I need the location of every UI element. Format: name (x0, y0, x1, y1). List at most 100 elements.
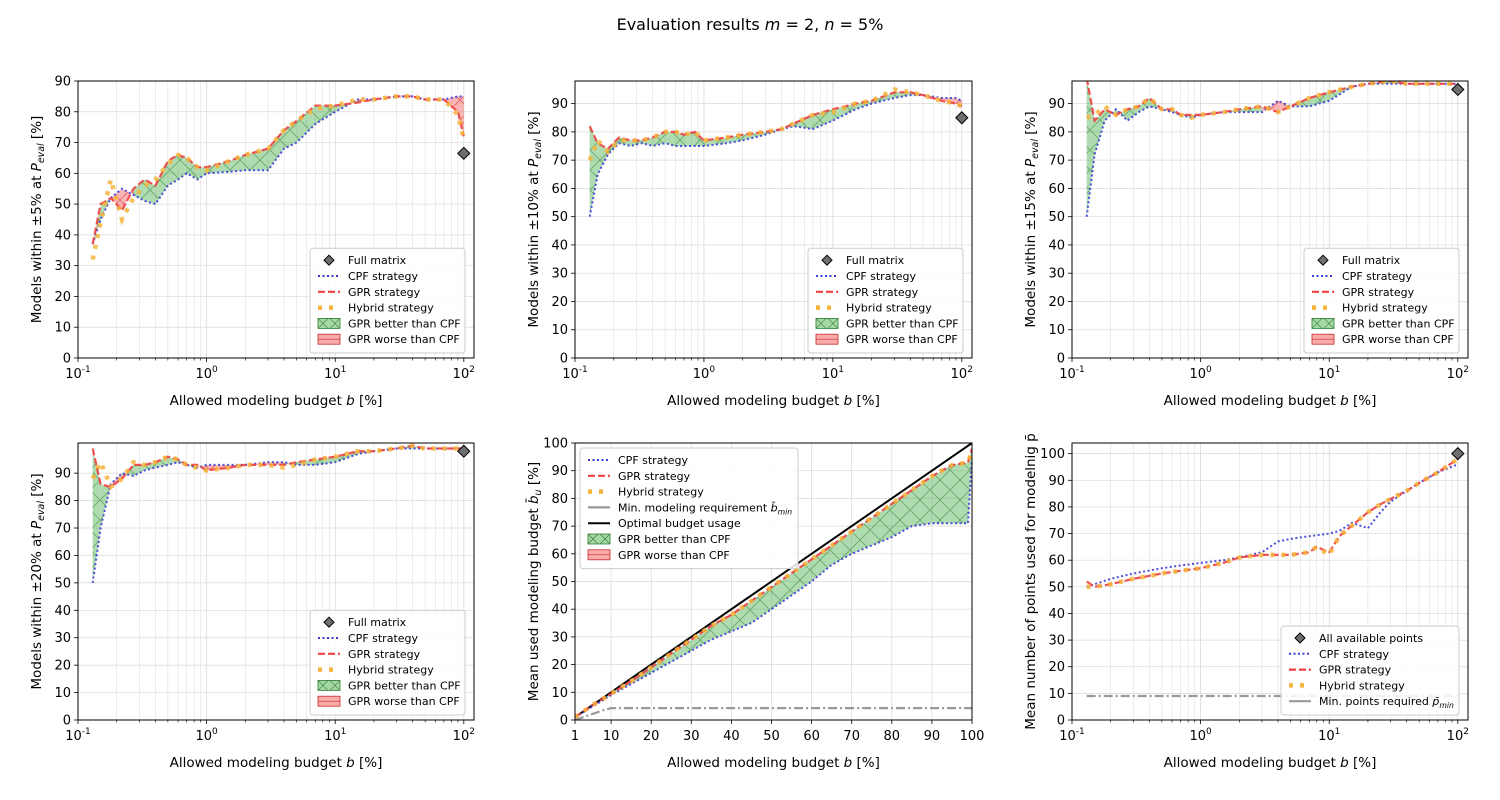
legend-item: GPR strategy (588, 470, 691, 483)
y-tick-label: 90 (551, 464, 568, 479)
x-tick-label: 90 (924, 729, 941, 744)
y-tick-label: 50 (551, 575, 568, 590)
gpr-better-hatch (178, 154, 187, 180)
x-tick-label: 10-1 (65, 365, 91, 382)
legend-item: CPF strategy (318, 270, 419, 283)
y-axis: 0 10 20 30 40 50 60 70 80 90 100 (1040, 447, 1072, 729)
gpr-worse-hatch (1278, 100, 1291, 113)
gpr-better-hatch (831, 531, 852, 565)
full-matrix-marker (1451, 82, 1465, 97)
plot-area (1085, 81, 1458, 217)
y-axis-label: Models within ±15% at Peval [%] (1023, 111, 1041, 327)
legend-box (1280, 625, 1460, 716)
x-tick-label: 100 (195, 727, 218, 744)
y-axis-label: Mean number of points used for modelnig … (1023, 433, 1039, 730)
legend: Full matrix CPF strategy GPR strategy Hybri… (309, 247, 466, 354)
legend-label: GPR strategy (618, 470, 691, 483)
legend-label: CPF strategy (1319, 648, 1390, 661)
hybrid-line (1086, 457, 1460, 590)
legend-label: Min. points required p̄min (1319, 695, 1454, 710)
legend-label: GPR better than CPF (1342, 317, 1455, 330)
axes-frame (1071, 442, 1469, 721)
gpr-better-hatch (651, 653, 672, 673)
gpr-better-hatch (1104, 109, 1117, 121)
figure-title-text: Evaluation results m = 2, n = 5% (616, 15, 884, 34)
x-tick-label: 60 (803, 729, 820, 744)
x-axis-label: Allowed modeling budget b [%] (1164, 393, 1377, 409)
x-axis: 10-1 100 101 102 (65, 358, 475, 382)
legend-marker-full-matrix (323, 616, 335, 628)
x-axis: 1 10 20 30 40 50 60 70 80 90 100 (571, 720, 984, 744)
legend-label: GPR worse than CPF (846, 333, 958, 346)
x-axis: 10-1 100 101 102 (562, 358, 973, 382)
legend-label: CPF strategy (846, 270, 917, 283)
legend-item: Full matrix (1317, 254, 1401, 267)
legend-marker-full-matrix (1317, 254, 1329, 266)
legend-item: GPR strategy (1312, 286, 1415, 299)
y-tick-label: 40 (1048, 238, 1065, 253)
full-matrix-marker (955, 111, 969, 125)
chart-2: 10-1 100 101 1020102030405060708090Allowed … (526, 80, 973, 409)
y-tick-label: 90 (1048, 97, 1065, 112)
legend-item: GPR better than CPF (587, 533, 731, 546)
figure-title: Evaluation results m = 2, n = 5% (0, 15, 1500, 34)
x-tick-label: 10-1 (1059, 365, 1085, 382)
legend: All available points CPF strategy GPR stra… (1280, 625, 1460, 716)
y-tick-label: 30 (54, 259, 71, 274)
legend-patch-better (317, 317, 341, 329)
gpr-better-hatch (296, 105, 316, 143)
y-tick-label: 80 (54, 494, 71, 509)
legend-patch-better-hatch (1311, 318, 1335, 329)
grid (1071, 81, 1468, 359)
y-tick-label: 30 (54, 631, 71, 646)
gpr-better-hatch (851, 517, 872, 554)
gpr-line (1086, 458, 1459, 588)
x-tick-label: 50 (763, 729, 780, 744)
legend-item: Full matrix (323, 254, 407, 267)
fill-regions (1086, 81, 1407, 217)
gpr-better-hatch (597, 143, 608, 175)
chart-4: 10-1 100 101 1020102030405060708090Allowed … (29, 442, 475, 771)
gpr-better-hatch (751, 587, 772, 624)
x-axis: 10-1 100 101 102 (1059, 720, 1469, 744)
y-tick-label: 60 (551, 182, 568, 197)
y-axis-label: Mean used modeling budget b̄u [%] (525, 462, 544, 701)
y-tick-label: 30 (551, 267, 568, 282)
legend-box (1303, 247, 1460, 354)
plot-area (587, 87, 963, 217)
x-axis: 10-1 100 101 102 (1059, 358, 1469, 382)
gpr-better-hatch (665, 131, 676, 147)
legend-label: GPR strategy (846, 286, 919, 299)
legend-label: All available points (1319, 632, 1423, 645)
x-axis-label: Allowed modeling budget b [%] (1164, 755, 1377, 771)
legend-marker-full-matrix (821, 254, 833, 266)
y-tick-label: 60 (1048, 554, 1065, 569)
legend-item: Hybrid strategy (1312, 302, 1428, 315)
legend-box (309, 609, 466, 716)
gpr-line (91, 444, 464, 489)
legend-item: CPF strategy (1312, 270, 1413, 283)
legend-item: Hybrid strategy (816, 302, 932, 315)
x-tick-label: 101 (324, 727, 346, 744)
min-requirement-line (575, 707, 972, 720)
y-tick-label: 70 (54, 136, 71, 151)
gpr-better-hatch (675, 131, 684, 147)
y-tick-label: 100 (1040, 447, 1065, 462)
y-tick-label: 20 (1048, 660, 1065, 675)
legend: Full matrix CPF strategy GPR strategy Hybri… (1303, 247, 1460, 354)
gpr-better-hatch (133, 464, 145, 476)
legend-item: Full matrix (323, 616, 407, 629)
gpr-better-hatch (245, 148, 268, 171)
y-tick-label: 90 (54, 467, 71, 482)
plot-area (90, 94, 466, 260)
y-tick-label: 70 (551, 154, 568, 169)
x-tick-label: 10-1 (562, 365, 588, 382)
gpr-better-hatch (811, 545, 832, 582)
hybrid-line (1085, 81, 1458, 121)
x-tick-label: 40 (723, 729, 740, 744)
x-tick-label: 10 (603, 729, 620, 744)
x-tick-label: 101 (1318, 727, 1340, 744)
x-tick-label: 100 (195, 365, 218, 382)
